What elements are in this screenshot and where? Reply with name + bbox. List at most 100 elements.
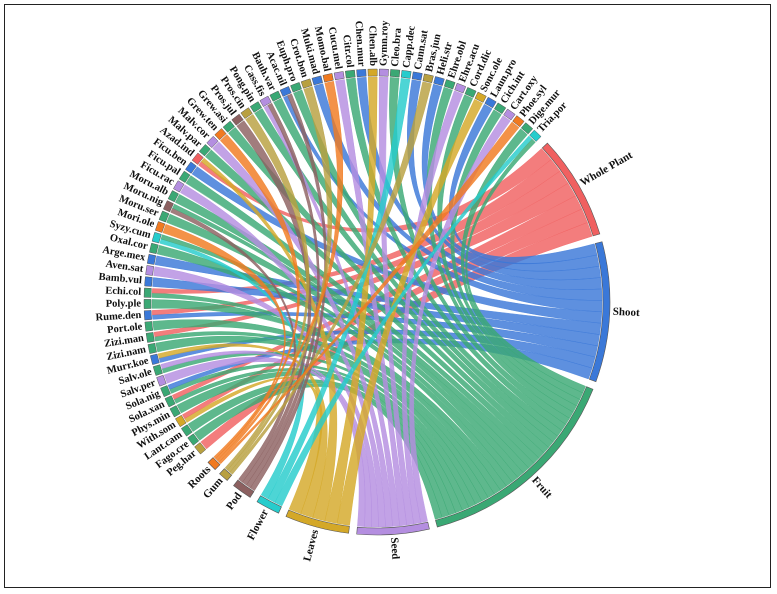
species-label-rume-den: Rume.den	[95, 310, 142, 324]
ribbon-fruit-cleo-bra	[389, 77, 570, 425]
ribbon-fruit-bauh-var	[273, 97, 558, 443]
species-arc-chen-mur	[356, 69, 367, 78]
species-arc-muki-mad	[311, 75, 323, 86]
species-arc-tria-por	[529, 129, 542, 142]
species-arc-sonc-ole	[474, 91, 487, 103]
ribbon-shoot-ficu-ben	[191, 166, 602, 324]
ribbon-fruit-ficu-pal	[185, 175, 540, 464]
species-arc-murr-koe	[149, 353, 160, 365]
species-arc-chen-alb	[367, 68, 378, 77]
species-arc-cleo-bra	[389, 69, 401, 78]
species-arc-cass-fis	[259, 95, 272, 107]
part-arc-gum	[219, 468, 233, 481]
ribbon-flower-tria-por	[274, 135, 533, 507]
species-label-capp-dec: Capp.dec	[401, 25, 417, 69]
species-arc-port-ole	[144, 321, 154, 332]
ribbon-roots-mori-ole	[162, 224, 286, 459]
species-arc-with-som	[175, 414, 187, 428]
species-arc-crot-bon	[300, 78, 313, 89]
species-arc-malv-cor	[206, 135, 219, 149]
species-arc-syzy-cum	[151, 231, 162, 244]
species-arc-bauh-var	[269, 90, 282, 102]
part-arc-seed	[356, 521, 430, 536]
species-arc-echi-col	[143, 287, 152, 298]
species-arc-citr-col	[344, 69, 356, 79]
ribbon-leaves-azad-ind	[200, 157, 338, 522]
ribbon-whole-plant-rume-den	[151, 170, 569, 316]
part-label-leaves: Leaves	[301, 528, 321, 563]
species-arc-poly-ple	[143, 299, 152, 309]
species-arc-laun-pro	[484, 96, 497, 109]
species-arc-grew-asi	[222, 120, 235, 133]
species-arc-dige-mur	[520, 122, 534, 135]
ribbon-pod-cass-fis	[246, 102, 320, 489]
species-label-citr-col: Citr.col	[340, 34, 355, 68]
ribbon-fruit-euph-pro	[293, 89, 563, 437]
species-arc-bamb-vul	[144, 276, 153, 287]
part-arc-fruit	[435, 386, 594, 528]
ribbon-gum-crot-bon	[227, 86, 333, 473]
ribbon-fruit-cord-dic	[437, 94, 577, 413]
ribbon-roots-momo-bal	[216, 80, 344, 463]
part-arc-leaves	[285, 509, 350, 534]
species-arc-momo-bal	[322, 73, 334, 83]
species-arc-zizi-nam	[147, 342, 157, 354]
part-arc-whole-plant	[541, 142, 601, 237]
species-arc-acac-nil	[279, 86, 292, 97]
species-arc-cucu-mel	[333, 71, 345, 81]
part-label-whole-plant: Whole Plant	[578, 149, 635, 189]
ribbon-leaves-chen-alb	[324, 76, 378, 524]
chart-border	[4, 4, 771, 588]
ribbon-leaves-murr-koe	[157, 343, 328, 518]
species-arc-ficu-ben	[185, 161, 197, 174]
ribbon-fruit-moru-alb	[175, 194, 535, 469]
species-arc-pros-jul	[231, 113, 244, 126]
ribbon-seed-malv-cor	[212, 141, 393, 528]
species-arc-zizi-man	[145, 332, 155, 343]
ribbon-fruit-moru-ser	[166, 213, 524, 478]
ribbon-pod-moru-nig	[170, 207, 297, 483]
ribbon-seed-gymn-roy	[378, 76, 414, 526]
ribbon-seed-ficu-rac	[180, 184, 386, 528]
ribbon-gum-bras-jun	[229, 81, 432, 475]
ribbon-seed-ehre-acu	[401, 90, 464, 525]
ribbon-seed-salv-ole	[160, 350, 372, 528]
ribbon-pod-acac-nil	[250, 93, 327, 491]
species-arc-grew-ten	[214, 128, 227, 141]
species-label-gymn-roy: Gymn.roy	[378, 20, 390, 67]
species-arc-pong-pin	[249, 101, 263, 113]
ribbon-fruit-ehre-obl	[426, 86, 574, 419]
species-arc-azad-ind	[191, 152, 204, 165]
species-arc-bras-jun	[422, 73, 434, 84]
part-arc-roots	[207, 457, 221, 471]
species-arc-gymn-roy	[378, 68, 389, 77]
species-arc-fago-cre	[187, 433, 200, 446]
species-arc-lant-cam	[180, 424, 193, 437]
species-arc-ehre-acu	[454, 82, 467, 94]
species-arc-salv-per	[156, 374, 167, 387]
species-arc-cann-sat	[411, 71, 423, 81]
species-label-aven-sat: Aven.sat	[105, 259, 145, 275]
species-label-cleo-bra: Cleo.bra	[390, 27, 404, 67]
ribbon-gum-pros-cin	[224, 114, 310, 471]
ribbon-roots-phoe-syl	[218, 121, 520, 465]
ribbon-fruit-moru-nig	[172, 203, 530, 474]
species-arc-arge-mex	[146, 253, 157, 265]
part-label-flower: Flower	[245, 507, 271, 542]
species-arc-oxal-cor	[149, 242, 159, 255]
species-label-chen-alb: Chen.alb	[366, 25, 378, 66]
species-arc-cart-oxy	[503, 108, 516, 121]
ribbon-fruit-grew-asi	[228, 127, 549, 454]
part-arc-shoot	[588, 241, 611, 383]
species-arc-sola-nig	[160, 385, 171, 398]
species-arc-moru-ser	[158, 210, 170, 223]
species-arc-moru-alb	[167, 190, 179, 203]
species-arc-ficu-pal	[178, 170, 191, 183]
species-arc-mori-ole	[154, 221, 166, 233]
arc-layer	[143, 68, 611, 536]
part-label-seed: Seed	[388, 537, 402, 560]
species-label-poly-ple: Poly.ple	[106, 298, 142, 309]
species-arc-phys-min	[169, 405, 181, 418]
